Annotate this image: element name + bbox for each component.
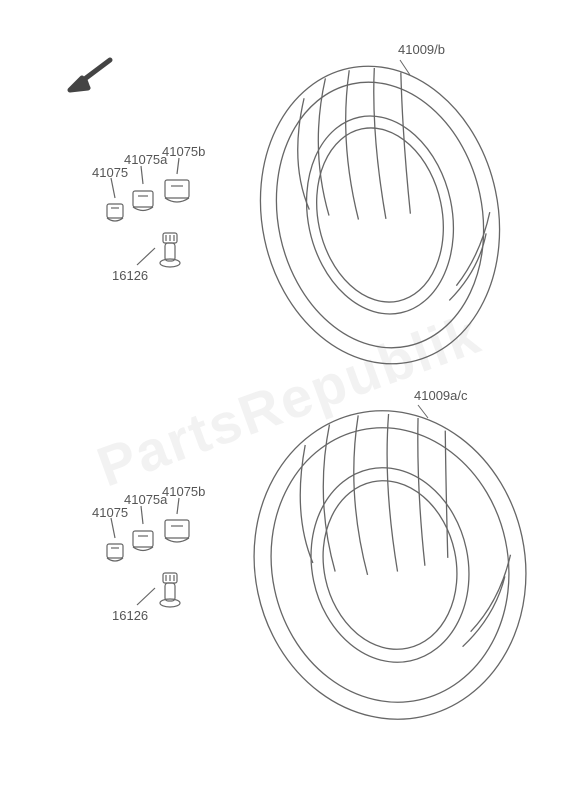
label-valve-1: 16126	[112, 268, 148, 283]
label-rear-tire: 41009a/c	[414, 388, 468, 403]
label-weight-m-1: 41075a	[124, 152, 167, 167]
label-weight-l-1: 41075b	[162, 144, 205, 159]
label-weight-s-1: 41075	[92, 165, 128, 180]
rear-tire	[226, 385, 555, 744]
front-tire	[233, 44, 526, 387]
pointer-arrow	[70, 60, 110, 90]
label-weight-m-2: 41075a	[124, 492, 167, 507]
valve-stem-1	[160, 233, 180, 267]
label-front-tire: 41009/b	[398, 42, 445, 57]
parts-diagram: 41009/b 41009a/c 41075 41075a 41075b 161…	[0, 0, 578, 800]
label-valve-2: 16126	[112, 608, 148, 623]
valve-stem-2	[160, 573, 180, 607]
label-weight-l-2: 41075b	[162, 484, 205, 499]
label-weight-s-2: 41075	[92, 505, 128, 520]
